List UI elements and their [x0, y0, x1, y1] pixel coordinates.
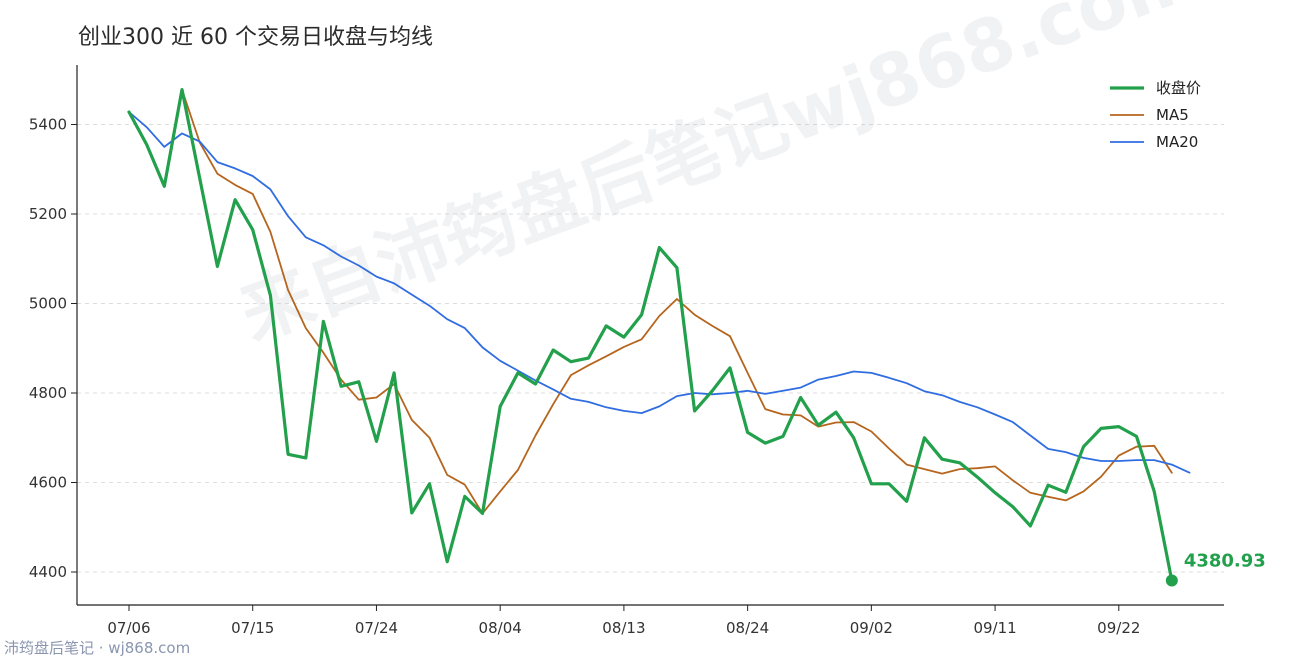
legend: 收盘价 MA5 MA20: [1110, 79, 1201, 151]
y-tick-label: 4600: [29, 474, 67, 492]
x-tick-label: 08/04: [479, 619, 522, 637]
watermark-diagonal: 来自沛筠盘后笔记wj868.com: [229, 0, 1209, 356]
y-tick-label: 5200: [29, 205, 67, 223]
y-tick-label: 5400: [29, 116, 67, 134]
x-tick-label: 09/02: [850, 619, 893, 637]
x-tick-label: 09/11: [973, 619, 1016, 637]
last-close-marker: [1165, 574, 1178, 587]
y-tick-label: 4800: [29, 384, 67, 402]
x-tick-label: 08/24: [726, 619, 769, 637]
x-tick-label: 07/24: [355, 619, 398, 637]
legend-label: MA5: [1156, 106, 1189, 124]
series-line-close: [127, 87, 1174, 583]
chart-title: 创业300 近 60 个交易日收盘与均线: [78, 25, 433, 50]
legend-label: MA20: [1156, 133, 1198, 151]
series-line-ma20: [128, 111, 1191, 474]
series-lines: [127, 87, 1191, 583]
y-axis-ticks: 4400 4600 4800 5000 5200 5400: [29, 116, 77, 581]
legend-label: 收盘价: [1156, 79, 1201, 97]
x-tick-label: 07/15: [231, 619, 274, 637]
x-axis-ticks: 07/06 07/15 07/24 08/04 08/13 08/24 09/02 09/11…: [107, 605, 1140, 637]
watermark-footer: 沛筠盘后笔记 · wj868.com: [4, 639, 190, 657]
last-close-label: 4380.93: [1184, 551, 1266, 572]
x-tick-label: 09/22: [1097, 619, 1140, 637]
y-tick-label: 4400: [29, 563, 67, 581]
x-tick-label: 08/13: [602, 619, 645, 637]
x-tick-label: 07/06: [107, 619, 150, 637]
y-tick-label: 5000: [29, 295, 67, 313]
series-line-ma5: [128, 88, 1173, 515]
y-gridlines: [77, 124, 1224, 573]
